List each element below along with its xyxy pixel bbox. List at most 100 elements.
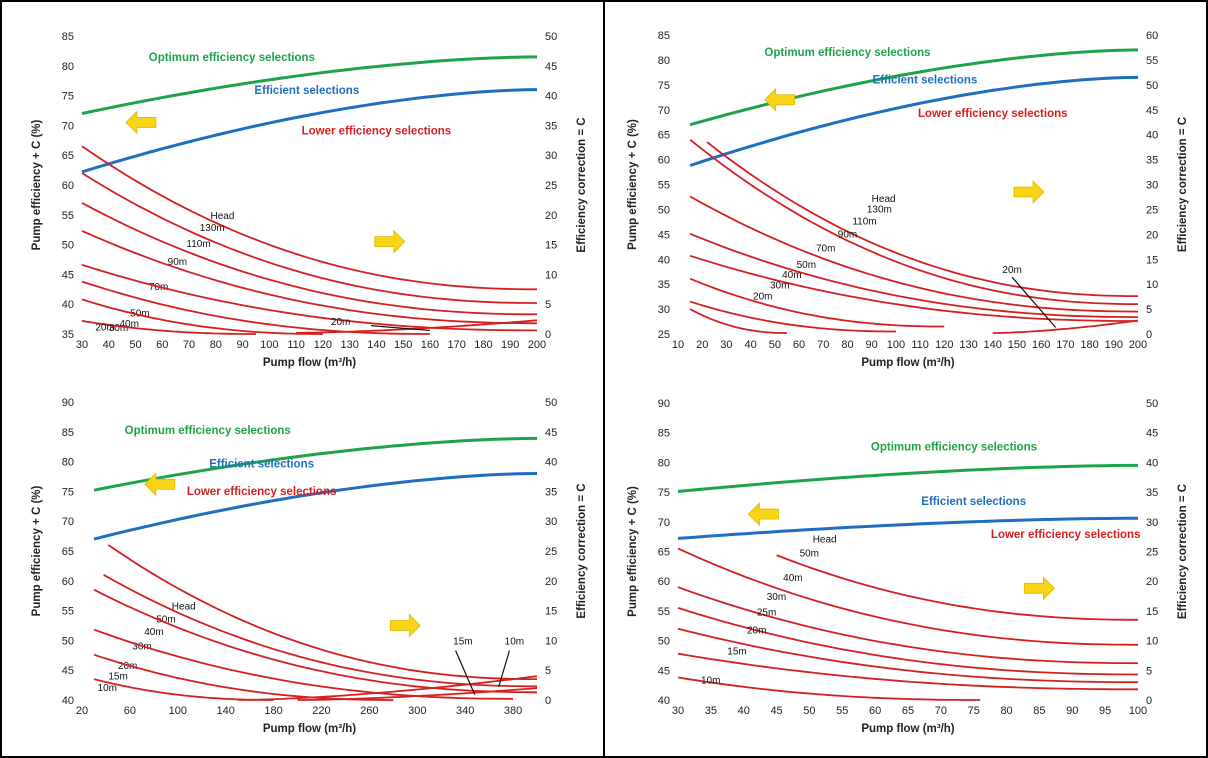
head-label: 50m <box>800 548 819 559</box>
head-curve-50m <box>107 544 537 680</box>
y-tick-label: 25 <box>658 329 670 341</box>
y2-tick-label: 20 <box>545 210 557 222</box>
y2-tick-label: 0 <box>1146 329 1152 341</box>
y-axis-label: Pump efficiency + C (%) <box>627 486 639 617</box>
y-tick-label: 50 <box>658 636 670 648</box>
y2-tick-label: 45 <box>545 427 557 439</box>
lower-region-label: Lower efficiency selections <box>187 486 337 498</box>
head-label: 110m <box>186 239 210 250</box>
head-label: 20m <box>118 661 137 672</box>
y-tick-label: 35 <box>658 279 670 291</box>
label-leader-line <box>371 325 430 332</box>
x-tick-label: 200 <box>528 339 546 351</box>
y2-tick-label: 30 <box>545 516 557 528</box>
head-curve-70m <box>81 230 538 325</box>
x-tick-label: 50 <box>769 339 781 351</box>
y-tick-label: 55 <box>658 606 670 618</box>
label-leader-line <box>498 650 511 688</box>
arrow-right-icon <box>1013 180 1045 204</box>
y-tick-label: 85 <box>658 30 670 42</box>
chart-panel-top-left: 30 40 50 60 70 80 90 100 110 120 130 140 150 160 170 18… <box>31 31 588 369</box>
efficient-boundary-curve <box>689 75 1139 168</box>
y2-tick-label: 15 <box>1146 606 1158 618</box>
y-tick-label: 65 <box>62 546 74 558</box>
y-tick-label: 90 <box>62 397 74 409</box>
x-tick-label: 100 <box>169 705 187 717</box>
x-tick-label: 35 <box>705 705 717 717</box>
head-label: 15m <box>108 672 127 683</box>
x-tick-label: 90 <box>1066 705 1078 717</box>
y2-tick-label: 25 <box>545 546 557 558</box>
head-curve-40m <box>103 574 537 688</box>
head-label: 40m <box>144 627 163 638</box>
y-tick-label: 45 <box>658 229 670 241</box>
y-axis-label: Pump efficiency + C (%) <box>31 485 43 616</box>
y-tick-label: 60 <box>62 576 74 588</box>
y2-tick-label: 40 <box>1146 457 1158 469</box>
arrow-left-icon <box>125 110 157 135</box>
x-tick-label: 170 <box>1056 339 1074 351</box>
y-tick-label: 75 <box>658 80 670 92</box>
x-tick-label: 90 <box>866 339 878 351</box>
y-tick-label: 75 <box>62 486 74 498</box>
optimum-boundary-curve <box>677 463 1138 493</box>
y-tick-label: 45 <box>658 665 670 677</box>
y-tick-label: 75 <box>62 91 74 103</box>
x-tick-label: 110 <box>911 339 929 351</box>
head-label: 90m <box>838 229 857 240</box>
y2-tick-label: 50 <box>1146 80 1158 92</box>
optimum-boundary-curve <box>689 48 1139 127</box>
y2-tick-label: 10 <box>1146 279 1158 291</box>
x-axis-label: Pump flow (m³/h) <box>263 357 356 369</box>
optimum-region-label: Optimum efficiency selections <box>149 52 315 64</box>
head-title: Head <box>172 601 196 612</box>
y2-tick-label: 45 <box>1146 428 1158 440</box>
x-tick-label: 140 <box>217 705 235 717</box>
x-axis-label: Pump flow (m³/h) <box>263 723 356 735</box>
head-curve-70m <box>689 232 1139 318</box>
x-tick-label: 180 <box>264 705 282 717</box>
y2-tick-label: 30 <box>545 150 557 162</box>
head-label: 20m <box>331 317 350 328</box>
y-tick-label: 40 <box>658 695 670 707</box>
y2-tick-label: 25 <box>1146 547 1158 559</box>
x-axis-label: Pump flow (m³/h) <box>861 723 954 735</box>
x-tick-label: 30 <box>76 339 88 351</box>
y-tick-label: 55 <box>62 606 74 618</box>
y2-tick-label: 30 <box>1146 180 1158 192</box>
y-tick-label: 50 <box>62 635 74 647</box>
efficient-boundary-curve <box>81 88 538 174</box>
y2-axis-label: Efficiency correction = C <box>1177 484 1189 619</box>
y-tick-label: 85 <box>62 427 74 439</box>
head-label: 40m <box>782 270 801 281</box>
arrow-right-icon <box>374 229 406 254</box>
head-curve-50m <box>81 264 537 332</box>
efficient-boundary-curve <box>93 472 538 541</box>
x-tick-label: 60 <box>156 339 168 351</box>
y-tick-label: 70 <box>62 516 74 528</box>
x-tick-label: 45 <box>770 705 782 717</box>
head-curve-20m <box>296 319 538 334</box>
head-curve-130m <box>706 141 1138 297</box>
head-curve-40m <box>81 280 430 335</box>
y2-tick-label: 10 <box>1146 636 1158 648</box>
x-tick-label: 50 <box>129 339 141 351</box>
x-tick-label: 60 <box>793 339 805 351</box>
x-tick-label: 20 <box>696 339 708 351</box>
head-curve-20m <box>81 320 256 335</box>
y-tick-label: 50 <box>658 204 670 216</box>
head-curve-10m <box>297 687 538 701</box>
y-tick-label: 40 <box>62 299 74 311</box>
y2-tick-label: 20 <box>545 576 557 588</box>
x-tick-label: 60 <box>124 705 136 717</box>
y-tick-label: 45 <box>62 665 74 677</box>
head-label: 30m <box>770 281 789 292</box>
y2-tick-label: 30 <box>1146 517 1158 529</box>
head-curve-10m <box>677 676 981 701</box>
head-label: 50m <box>156 615 175 626</box>
x-tick-label: 190 <box>501 339 519 351</box>
y2-tick-label: 50 <box>545 397 557 409</box>
head-label: 40m <box>119 319 138 330</box>
y2-tick-label: 35 <box>545 486 557 498</box>
x-tick-label: 20 <box>76 705 88 717</box>
